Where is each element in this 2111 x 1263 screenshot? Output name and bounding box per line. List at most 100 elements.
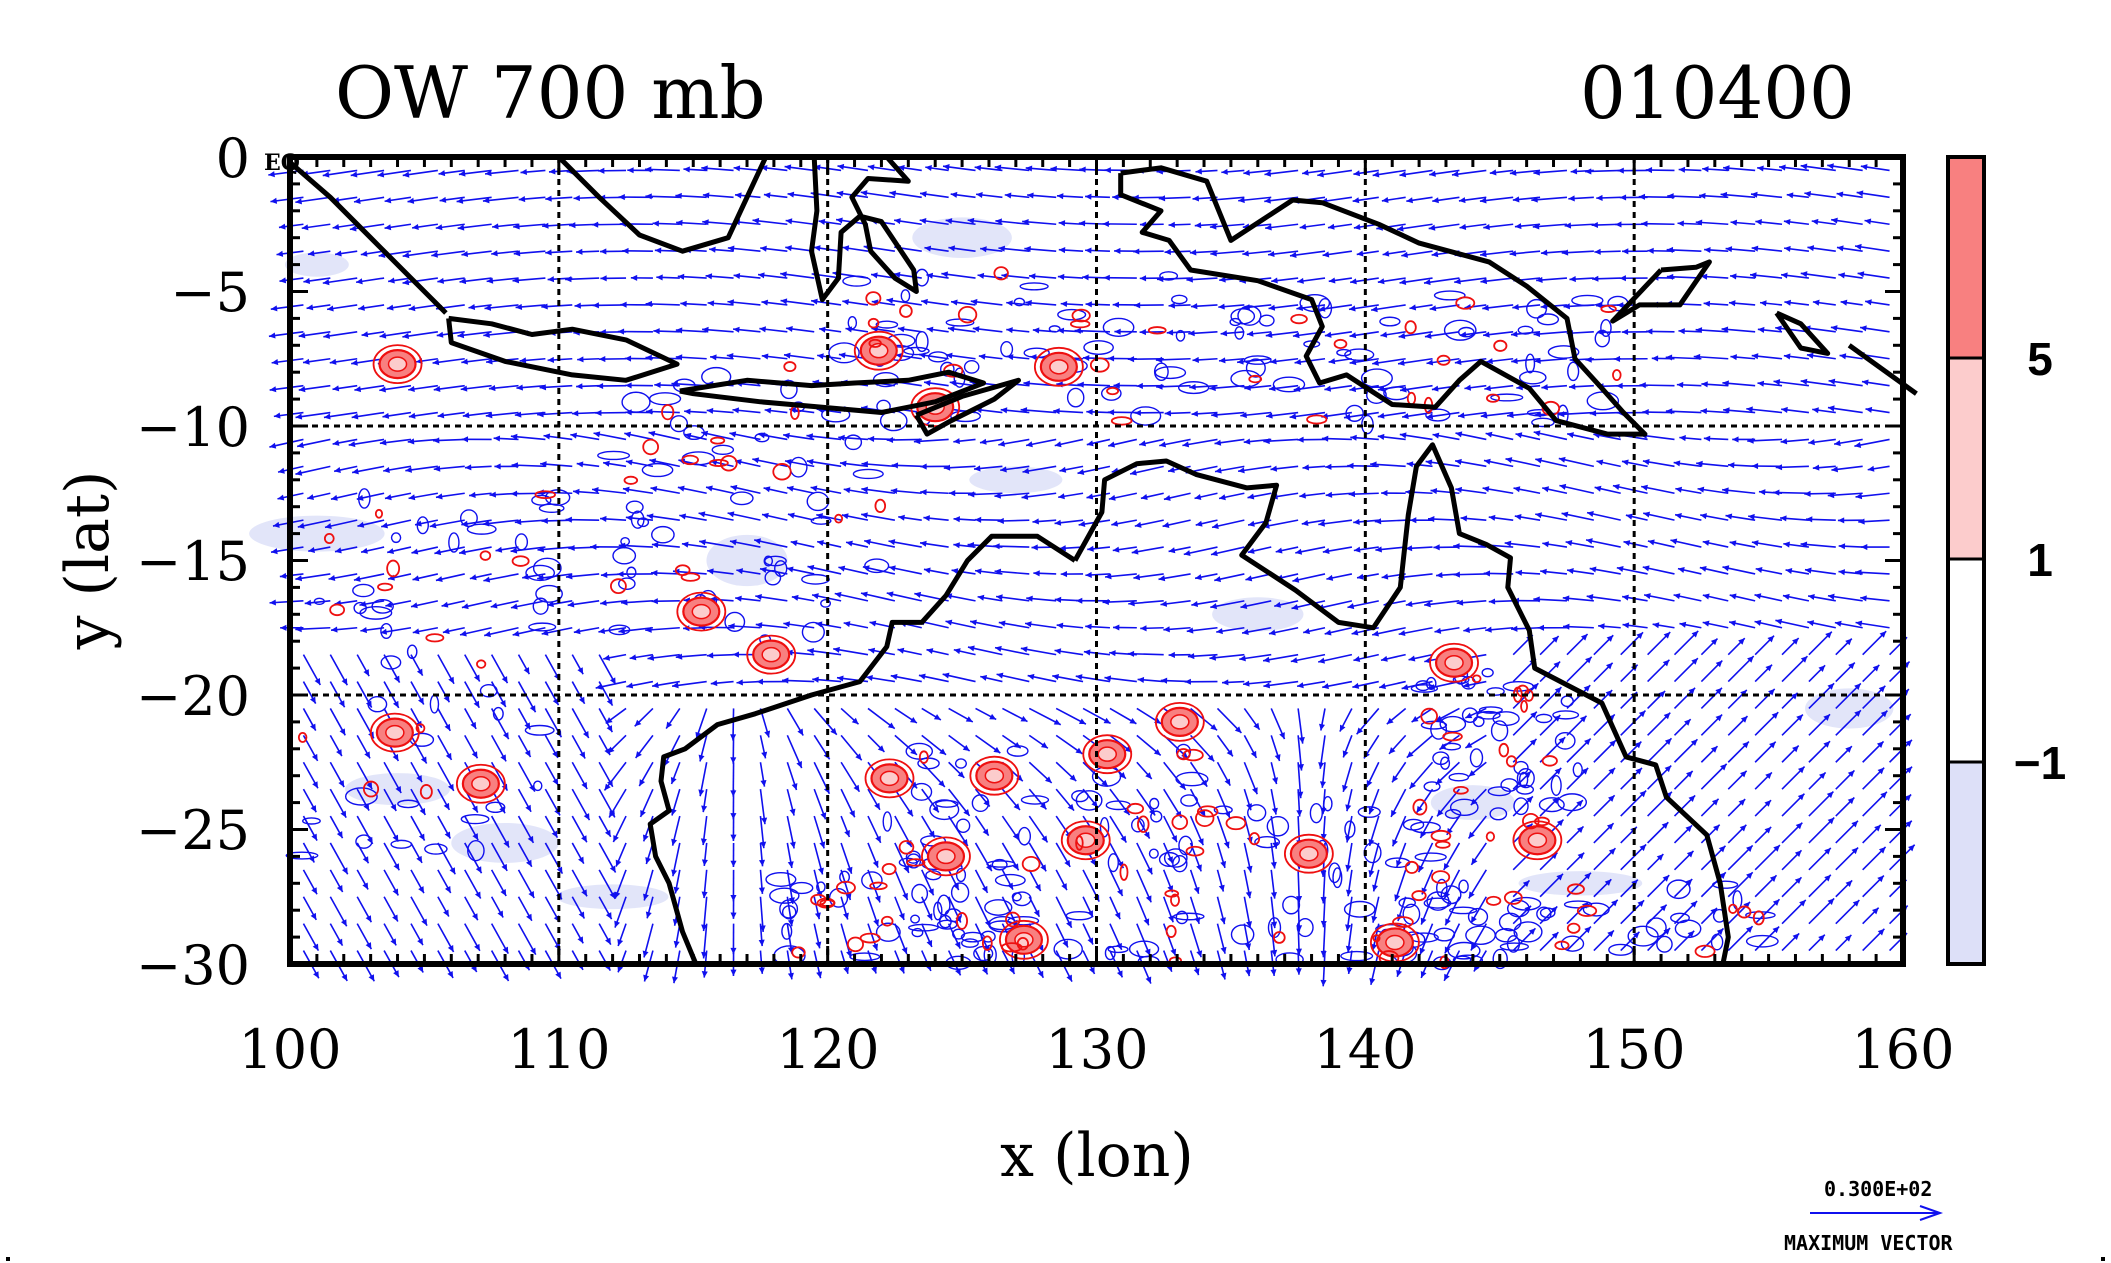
wind-vector — [1191, 600, 1218, 608]
wind-vector — [598, 896, 613, 920]
wind-vector — [1673, 824, 1693, 844]
equator-marker: EQ — [264, 150, 300, 176]
wind-vector — [1085, 193, 1110, 200]
wind-vector — [1052, 673, 1084, 683]
positive-ow-contour — [1126, 802, 1145, 815]
negative-ow-contour — [779, 899, 799, 919]
wind-vector — [1759, 300, 1783, 307]
wind-vector — [1456, 599, 1487, 606]
positive-ow-contour — [1106, 386, 1120, 396]
wind-vector — [647, 653, 680, 661]
wind-vector — [573, 195, 600, 202]
wind-vector — [924, 245, 949, 252]
wind-vector — [1783, 353, 1810, 360]
wind-vector — [1855, 492, 1890, 500]
wind-vector — [1112, 301, 1137, 308]
negative-ow-contour — [933, 901, 943, 921]
wind-vector — [1862, 874, 1885, 898]
wind-vector — [1163, 492, 1191, 501]
wind-vector — [379, 331, 412, 339]
wind-vector — [1699, 192, 1729, 199]
negative-ow-contour — [618, 577, 636, 590]
positive-ow-contour — [1752, 910, 1765, 926]
wind-vector — [1673, 630, 1699, 656]
wind-vector — [1673, 878, 1693, 898]
wind-vector — [1028, 734, 1049, 749]
wind-vector — [1673, 738, 1699, 763]
positive-ow-contour — [1182, 748, 1204, 762]
wind-vector — [1593, 847, 1617, 871]
wind-vector — [1854, 243, 1890, 252]
wind-vector — [1596, 194, 1621, 201]
wind-vector — [598, 869, 616, 900]
wind-vector — [1058, 220, 1084, 227]
colorbar-band-high — [1948, 157, 1984, 358]
wind-vector — [332, 384, 358, 392]
wind-vector — [329, 842, 349, 875]
wind-vector — [889, 190, 922, 199]
wind-vector — [755, 622, 788, 629]
positive-ow-contour — [1442, 731, 1463, 742]
wind-vector — [1695, 327, 1729, 334]
wind-vector — [410, 815, 426, 841]
wind-vector — [1134, 519, 1164, 528]
wind-vector — [730, 816, 737, 841]
positive-ow-contour — [906, 858, 926, 867]
wind-vector — [813, 842, 824, 875]
wind-vector — [1808, 664, 1826, 683]
wind-vector — [758, 869, 765, 894]
wind-vector — [1290, 653, 1326, 664]
wind-vector — [671, 815, 681, 846]
wind-vector — [1399, 169, 1433, 178]
wind-vector — [540, 461, 573, 468]
wind-vector — [1808, 847, 1832, 871]
wind-vector — [994, 568, 1030, 575]
wind-vector — [1189, 383, 1218, 391]
negative-ow-contour — [1158, 851, 1180, 868]
wind-vector — [1056, 622, 1084, 629]
wind-vector — [897, 164, 922, 172]
wind-vector — [684, 432, 707, 441]
wind-vector — [699, 539, 734, 548]
wind-vector — [1593, 689, 1613, 710]
positive-ow-contour — [1272, 931, 1286, 944]
wind-vector — [326, 304, 358, 312]
wind-vector — [1836, 191, 1863, 199]
negative-ow-contour — [424, 843, 448, 855]
wind-vector — [1075, 597, 1110, 604]
wind-vector — [512, 626, 546, 637]
wind-vector — [1060, 571, 1084, 578]
wind-vector — [700, 815, 708, 846]
wind-vector — [786, 896, 794, 927]
wind-vector — [653, 328, 680, 335]
positive-ow-center — [1060, 820, 1111, 861]
wind-vector — [295, 465, 331, 476]
wind-vector — [634, 707, 654, 727]
positive-ow-contour — [323, 532, 335, 545]
negative-ow-contour — [1433, 290, 1466, 301]
wind-vector — [1515, 432, 1541, 441]
wind-vector — [1542, 541, 1568, 548]
wind-vector — [1322, 546, 1353, 554]
positive-ow-contour — [297, 731, 308, 743]
wind-vector — [1464, 707, 1487, 719]
wind-vector — [1867, 465, 1890, 472]
wind-vector — [1000, 465, 1030, 473]
wind-vector — [913, 438, 949, 445]
wind-vector — [1805, 516, 1836, 523]
positive-ow-contour — [1171, 814, 1189, 830]
wind-vector — [1569, 276, 1594, 283]
wind-vector — [1405, 600, 1433, 608]
wind-vector — [1505, 457, 1541, 468]
wind-vector — [1700, 871, 1727, 898]
wind-vector — [1586, 511, 1621, 521]
wind-vector — [1054, 519, 1084, 526]
positive-ow-contour — [681, 454, 699, 466]
negative-ow-contour — [1516, 784, 1535, 795]
coastline — [809, 155, 919, 303]
wind-vector — [1564, 222, 1594, 229]
wind-vector — [1025, 165, 1057, 172]
wind-vector — [458, 169, 492, 177]
negative-ow-contour — [1099, 816, 1110, 838]
wind-vector — [1479, 196, 1514, 204]
